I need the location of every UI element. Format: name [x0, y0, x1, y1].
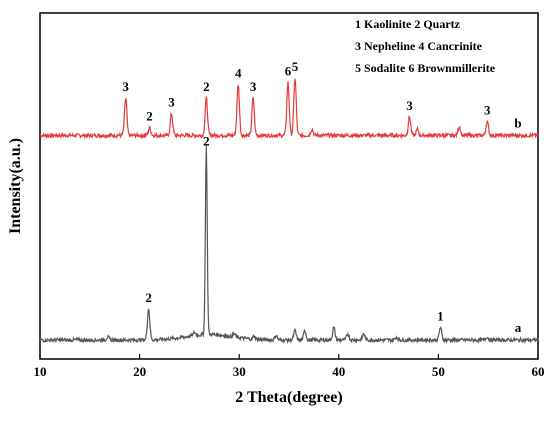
peak-label-b: 3 — [484, 102, 491, 117]
peak-label-b: 3 — [250, 79, 257, 94]
x-axis-ticks: 10 20 30 40 50 60 — [34, 354, 545, 379]
peak-label-b: 2 — [203, 79, 210, 94]
series-line-b — [39, 78, 539, 140]
peak-label-b: 2 — [146, 109, 153, 124]
y-axis-label: Intensity(a.u.) — [7, 138, 24, 234]
x-tick-label: 40 — [332, 364, 345, 379]
legend-line-2: 3 Nepheline 4 Cancrinite — [355, 39, 483, 53]
x-tick-label: 30 — [233, 364, 246, 379]
plot-frame — [39, 12, 539, 360]
x-tick-label: 50 — [432, 364, 445, 379]
legend-line-1: 1 Kaolinite 2 Quartz — [355, 17, 461, 31]
peak-label-b: 5 — [292, 59, 299, 74]
series-name-b: b — [514, 115, 521, 130]
peak-label-b: 6 — [285, 64, 292, 79]
x-tick-label: 20 — [133, 364, 146, 379]
series-name-a: a — [515, 320, 522, 335]
legend-line-3: 5 Sodalite 6 Brownmillerite — [355, 61, 496, 75]
peak-label-b: 3 — [122, 79, 129, 94]
series-layer — [39, 78, 539, 345]
legend: 1 Kaolinite 2 Quartz 3 Nepheline 4 Cancr… — [355, 17, 496, 75]
x-axis-label: 2 Theta(degree) — [235, 389, 342, 406]
peak-label-b: 3 — [406, 98, 413, 113]
peak-label-a: 1 — [437, 309, 444, 324]
x-tick-label: 10 — [34, 364, 47, 379]
peak-label-b: 3 — [168, 95, 175, 110]
peak-label-b: 4 — [235, 65, 242, 80]
x-tick-label: 60 — [532, 364, 545, 379]
series-line-a — [39, 145, 539, 345]
peak-label-a: 2 — [203, 133, 210, 148]
peak-label-a: 2 — [145, 290, 152, 305]
